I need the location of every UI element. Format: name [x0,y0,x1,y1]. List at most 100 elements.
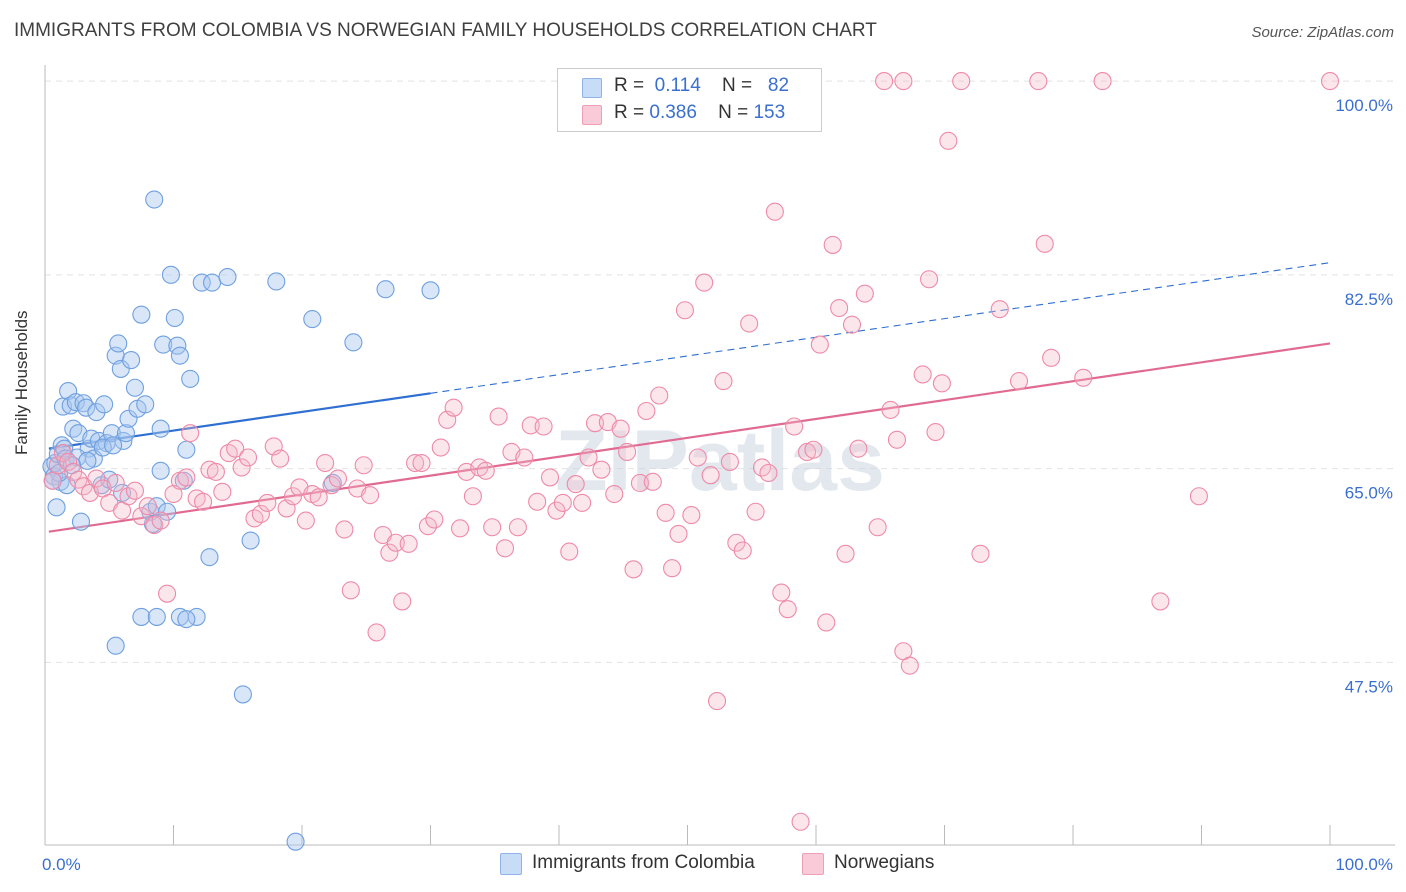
point-norwegians [836,544,855,563]
point-norwegians [920,270,939,289]
point-colombia [151,419,170,438]
point-norwegians [177,468,196,487]
point-norwegians [238,448,258,467]
point-norwegians [887,430,907,449]
point-norwegians [759,463,778,483]
x-tick-label-min: 0.0% [42,855,81,874]
point-norwegians [855,284,874,303]
point-norwegians [592,460,611,479]
point-norwegians [772,583,791,602]
point-norwegians [251,504,270,524]
point-norwegians [194,492,213,511]
point-norwegians [624,560,643,579]
point-norwegians [791,812,810,831]
bottom-legend-label-norwegians: Norwegians [834,852,935,873]
point-norwegians [1093,72,1112,91]
point-norwegians [528,492,547,511]
trend-lines [48,262,1331,533]
point-colombia [145,190,164,209]
point-colombia [218,267,237,287]
point-colombia [151,461,170,480]
point-norwegians [714,372,733,391]
point-norwegians [258,493,277,512]
point-colombia [303,310,322,329]
point-colombia [241,531,260,550]
legend-swatch-norwegians [582,105,602,125]
point-norwegians [913,365,932,384]
point-norwegians [990,300,1009,319]
point-norwegians [316,453,335,473]
point-norwegians [560,542,579,561]
bottom-legend-swatch-colombia [500,853,522,875]
trend-line-colombia [48,392,431,450]
point-norwegians [232,458,251,477]
point-colombia [122,351,141,370]
point-norwegians [283,487,303,506]
point-norwegians [125,481,144,500]
point-colombia [116,424,136,443]
point-norwegians [579,448,598,467]
point-norwegians [817,613,836,632]
point-colombia [286,832,305,851]
point-norwegians [733,541,752,560]
point-colombia [165,308,184,328]
point-colombia [132,607,151,626]
bottom-legend-swatch-norwegians [802,853,824,875]
point-colombia [161,265,180,284]
point-colombia [177,440,196,459]
correlation-legend: R = 0.114 N = 82 R = 0.386 N = 153 [557,68,822,132]
point-norwegians [643,472,662,491]
point-colombia [200,548,219,567]
point-norwegians [393,592,412,611]
point-norwegians [810,335,829,354]
trend-line-norwegians [48,342,1331,533]
point-norwegians [451,519,470,538]
point-colombia [136,395,155,414]
x-tick-label-max: 100.0% [1335,855,1393,874]
point-norwegians [1042,348,1061,367]
point-norwegians [894,72,913,91]
point-colombia [192,273,211,292]
point-norwegians [158,584,177,603]
point-norwegians [380,543,399,562]
axis-labels: 47.5% 65.0% 82.5% 100.0% 0.0% 100.0% [42,96,1393,874]
point-norwegians [386,533,405,552]
point-colombia [177,610,196,629]
point-norwegians [971,544,990,563]
point-norwegians [226,439,245,458]
point-norwegians [309,488,328,507]
point-norwegians [830,298,849,318]
point-norwegians [138,497,157,516]
point-norwegians [630,473,650,493]
point-colombia [106,636,125,655]
point-norwegians [399,534,418,553]
point-colombia [119,409,138,428]
point-colombia [174,471,193,490]
point-norwegians [489,407,508,426]
data-points [42,72,1340,851]
point-norwegians [59,452,78,471]
trend-extension-colombia [430,262,1331,394]
point-norwegians [213,482,232,501]
point-norwegians [675,301,694,320]
point-norwegians [444,398,463,417]
point-norwegians [335,520,354,539]
point-norwegians [720,452,739,471]
point-norwegians [53,444,73,463]
point-norwegians [521,416,540,435]
chart-title: IMMIGRANTS FROM COLOMBIA VS NORWEGIAN FA… [14,20,877,41]
point-norwegians [585,414,605,433]
point-norwegians [900,656,919,675]
point-norwegians [132,507,151,526]
point-norwegians [695,273,714,292]
y-tick-label: 47.5% [1345,677,1393,696]
point-norwegians [952,72,971,91]
point-colombia [344,333,363,352]
point-norwegians [746,502,765,521]
point-norwegians [611,419,630,438]
point-norwegians [354,456,373,475]
point-norwegians [296,511,315,530]
point-norwegians [682,506,701,525]
point-colombia [87,403,106,422]
